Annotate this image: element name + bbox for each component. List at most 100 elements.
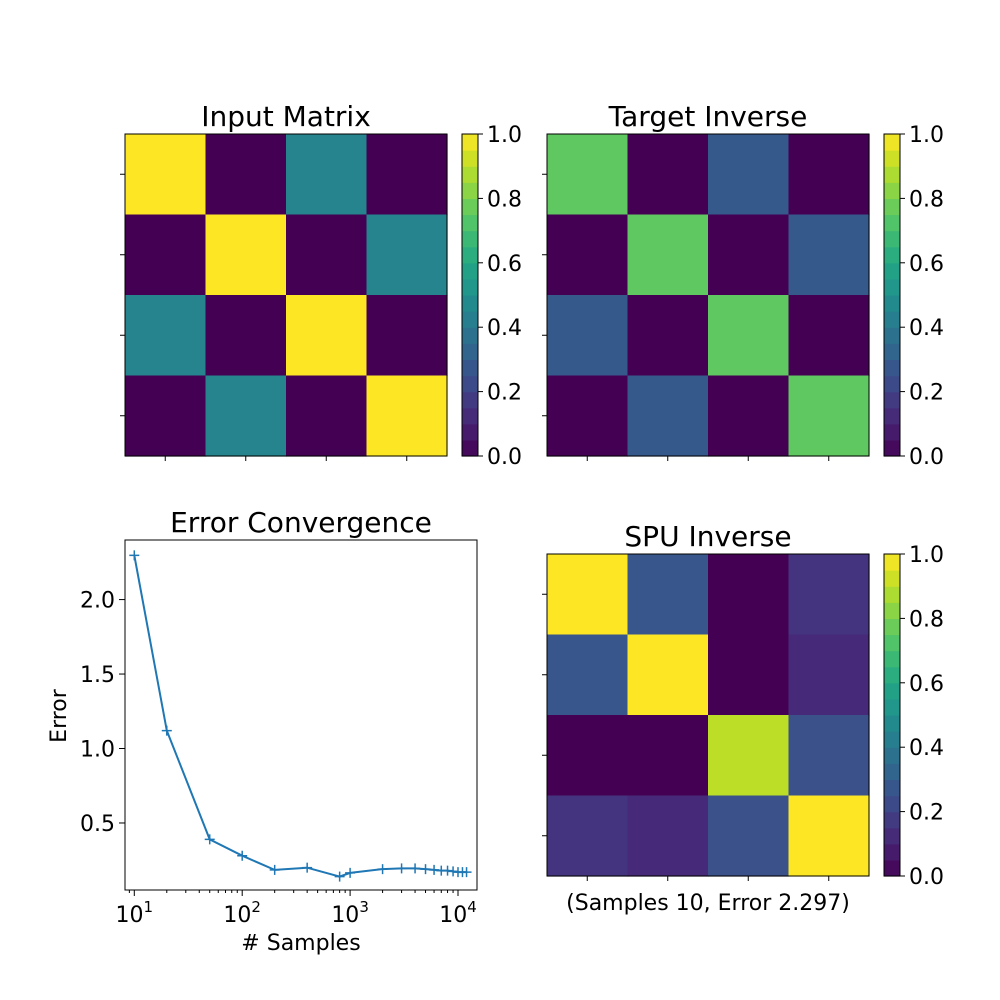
colorbar-tick-label: 0.6 <box>909 252 944 277</box>
colorbar-segment <box>884 795 900 813</box>
spu-inverse-title: SPU Inverse <box>624 520 791 553</box>
data-point-marker <box>396 863 407 874</box>
colorbar-segment <box>462 214 478 232</box>
colorbar-segment <box>884 763 900 780</box>
colorbar-frame <box>461 133 479 457</box>
heatmap-cell-r0-c2 <box>708 134 790 216</box>
colorbar-segment <box>462 343 478 360</box>
colorbar-tick-label: 1.0 <box>487 123 522 148</box>
x-tick-label: 104 <box>439 898 477 928</box>
colorbar-segment <box>884 859 900 877</box>
colorbar-segment <box>462 134 478 151</box>
colorbar-tick-label: 0.4 <box>909 316 944 341</box>
colorbar-tick-label: 0.8 <box>487 187 522 212</box>
colorbar-segment <box>884 166 900 183</box>
input-matrix-colorbar: 0.0 0.2 0.4 0.6 0.8 1.0 <box>461 123 522 470</box>
colorbar-frame <box>883 133 901 457</box>
x-axis-label: # Samples <box>241 931 360 956</box>
heatmap-cell-r1-c0 <box>125 214 207 296</box>
heatmap-cell-r2-c1 <box>627 715 709 797</box>
colorbar-segment <box>462 230 478 248</box>
spu-inverse-axis-ticks <box>542 593 830 881</box>
colorbar-segment <box>462 150 478 167</box>
colorbar-segment <box>884 439 900 457</box>
spu-inverse-heatmap <box>547 554 870 877</box>
colorbar-segment <box>884 650 900 668</box>
colorbar-tick-label: 0.0 <box>487 445 522 470</box>
colorbar-segment <box>884 343 900 360</box>
colorbar-segment <box>884 779 900 797</box>
colorbar-segment <box>884 134 900 151</box>
heatmap-cell-r1-c3 <box>788 214 870 296</box>
colorbar-segment <box>884 311 900 328</box>
heatmap-cell-r2-c3 <box>788 715 870 797</box>
heatmap-cell-r1-c0 <box>547 634 629 716</box>
error-series-markers <box>129 550 472 882</box>
y-axis-label: Error <box>47 688 72 743</box>
heatmap-cell-r2-c0 <box>547 295 629 377</box>
heatmap-cell-r3-c3 <box>788 795 870 877</box>
data-point-marker <box>129 550 140 561</box>
colorbar-segment <box>884 602 900 619</box>
colorbar-segment <box>884 423 900 441</box>
colorbar-segment <box>884 295 900 312</box>
heatmap-cell-r1-c3 <box>788 634 870 716</box>
colorbar-frame <box>883 553 901 877</box>
data-point-marker <box>161 725 172 736</box>
colorbar-segment <box>884 843 900 861</box>
data-point-marker <box>410 863 421 874</box>
colorbar-segment <box>462 278 478 296</box>
heatmap-cell-r0-c0 <box>547 554 629 636</box>
data-point-marker <box>237 850 248 861</box>
heatmap-cell-r2-c0 <box>547 715 629 797</box>
heatmap-cell-r2-c3 <box>788 295 870 377</box>
colorbar-tick-label: 0.4 <box>487 316 522 341</box>
colorbar-tick-label: 0.8 <box>909 607 944 632</box>
colorbar-segment <box>462 407 478 425</box>
colorbar-segment <box>462 375 478 393</box>
data-point-marker <box>461 867 472 878</box>
colorbar-tick-label: 0.2 <box>487 381 522 406</box>
y-tick-label: 1.5 <box>80 663 115 688</box>
heatmap-cell-r1-c2 <box>708 634 790 716</box>
colorbar-segment <box>884 715 900 732</box>
spu-inverse-colorbar: 0.0 0.2 0.4 0.6 0.8 1.0 <box>883 543 944 890</box>
colorbar-segment <box>462 198 478 216</box>
heatmap-cell-r3-c0 <box>547 795 629 877</box>
heatmap-cell-r1-c2 <box>286 214 368 296</box>
colorbar-tick-label: 0.0 <box>909 865 944 890</box>
heatmap-cell-r1-c1 <box>627 634 709 716</box>
colorbar-segment <box>462 359 478 377</box>
heatmap-cell-r1-c3 <box>366 214 448 296</box>
heatmap-cell-r1-c1 <box>627 214 709 296</box>
heatmap-cell-r0-c0 <box>125 134 207 216</box>
data-point-marker <box>345 867 356 878</box>
colorbar-segment <box>884 230 900 248</box>
colorbar-segment <box>884 182 900 199</box>
heatmap-cell-r3-c3 <box>788 375 870 457</box>
x-tick-label: 103 <box>331 898 369 928</box>
heatmap-cell-r1-c0 <box>547 214 629 296</box>
heatmap-cell-r2-c1 <box>627 295 709 377</box>
colorbar-segment <box>884 198 900 216</box>
colorbar-tick-label: 0.8 <box>909 187 944 212</box>
heatmap-cell-r0-c2 <box>708 554 790 636</box>
input-matrix-heatmap <box>125 134 448 457</box>
colorbar-segment <box>462 327 478 344</box>
heatmap-cell-r2-c0 <box>125 295 207 377</box>
heatmap-cell-r0-c0 <box>547 134 629 216</box>
input-matrix-axis-ticks <box>120 173 408 461</box>
heatmap-cell-r3-c1 <box>205 375 287 457</box>
colorbar-segment <box>462 439 478 457</box>
heatmap-cell-r2-c3 <box>366 295 448 377</box>
colorbar-segment <box>462 182 478 199</box>
colorbar-segment <box>884 666 900 684</box>
colorbar-segment <box>884 731 900 748</box>
y-tick-label: 1.0 <box>80 738 115 763</box>
colorbar-segment <box>884 375 900 393</box>
colorbar-segment <box>884 391 900 409</box>
heatmap-cell-r2-c2 <box>708 295 790 377</box>
colorbar-tick-label: 0.6 <box>909 672 944 697</box>
target-inverse-axis-ticks <box>542 173 830 461</box>
error-convergence-title: Error Convergence <box>170 506 432 539</box>
